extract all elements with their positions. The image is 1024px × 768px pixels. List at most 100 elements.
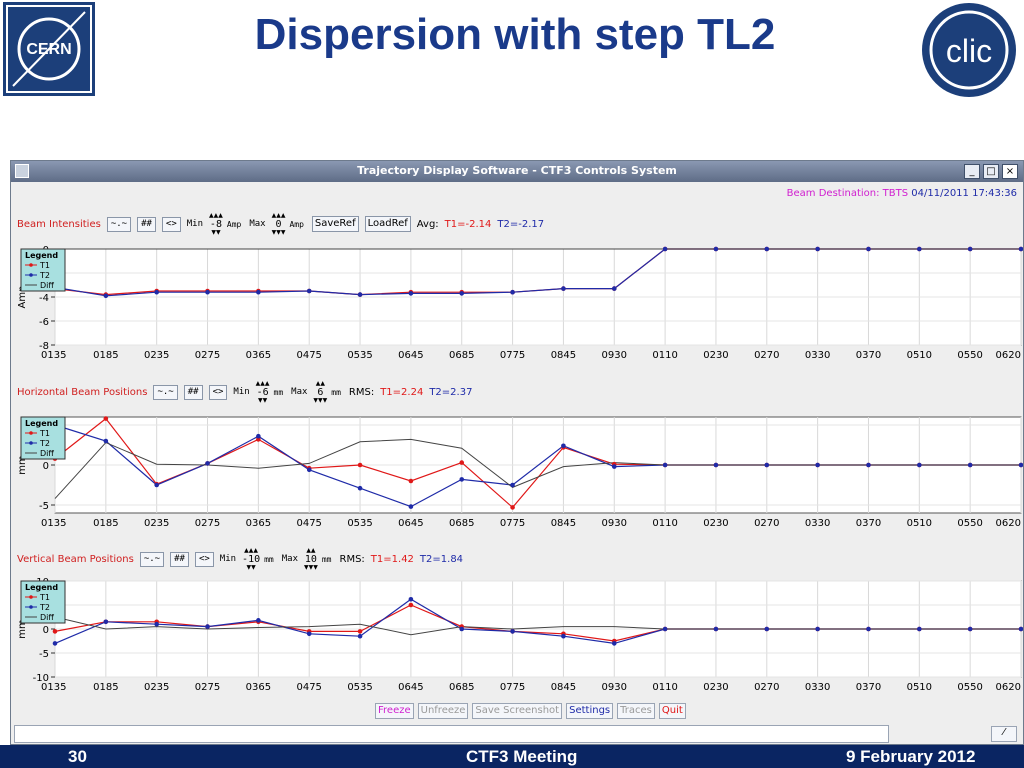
horizontal-xtick-label: 0270 <box>754 518 779 529</box>
intensity-legend-t1: T1 <box>39 261 50 270</box>
vertical-xtick-label: 0775 <box>500 682 525 693</box>
horizontal-stat-label: RMS: <box>348 386 375 398</box>
vertical-t2-point <box>561 633 566 639</box>
intensity-legend-title: Legend <box>25 251 58 260</box>
window-title: Trajectory Display Software - CTF3 Contr… <box>357 164 677 177</box>
horizontal-t2-point <box>764 462 770 468</box>
status-bar <box>14 725 889 743</box>
horizontal-max-spinner[interactable]: ▲▲ 6 ▼▼▼ <box>313 379 328 404</box>
intensity-xtick-label: 0620 <box>996 350 1021 361</box>
saveref-button[interactable]: SaveRef <box>311 216 359 232</box>
horizontal-xtick-label: 0110 <box>652 518 677 529</box>
horizontal-title: Horizontal Beam Positions <box>17 386 148 398</box>
maximize-button[interactable]: □ <box>983 164 999 179</box>
vertical-max-spinner[interactable]: ▲▲ 10 ▼▼▼ <box>304 546 318 571</box>
settings-button[interactable]: Settings <box>566 703 614 719</box>
horizontal-controls: Horizontal Beam Positions ~.~ ## <> Min … <box>17 379 472 404</box>
vertical-min-spinner[interactable]: ▲▲▲ -10 ▼▼ <box>242 546 261 571</box>
intensity-t1-avg: T1=-2.14 <box>444 218 492 230</box>
vertical-max-value: 10 <box>304 553 317 565</box>
vertical-t2-point <box>459 626 465 632</box>
horizontal-max-unit: mm <box>331 387 341 397</box>
vertical-ytick-label: 0 <box>43 625 49 636</box>
vertical-xtick-label: 0275 <box>195 682 220 693</box>
horizontal-t2-point <box>459 477 465 482</box>
horizontal-ylabel: mm <box>17 455 28 474</box>
horizontal-xtick-label: 0535 <box>347 518 372 529</box>
horizontal-grid-button[interactable]: ## <box>183 384 203 400</box>
vertical-grid-button[interactable]: ## <box>170 551 189 567</box>
intensity-t2-point <box>459 291 465 296</box>
window-titlebar[interactable]: Trajectory Display Software - CTF3 Contr… <box>11 161 1023 182</box>
horizontal-legend-title: Legend <box>25 419 58 428</box>
cern-logo: CERN <box>3 2 95 96</box>
vertical-t2-point <box>52 641 58 646</box>
horizontal-xtick-label: 0775 <box>500 518 525 529</box>
intensity-zoom-button[interactable]: ~.~ <box>106 216 132 232</box>
intensity-t2-point <box>713 246 719 252</box>
horizontal-range-button[interactable]: <> <box>208 384 228 400</box>
vertical-max-label: Max <box>281 554 299 564</box>
horizontal-xtick-label: 0370 <box>856 518 881 529</box>
intensity-t2-point <box>561 286 566 291</box>
vertical-t2-point <box>815 626 820 632</box>
intensity-t2-avg: T2=-2.17 <box>497 218 545 230</box>
close-button[interactable]: × <box>1002 164 1018 179</box>
cern-logo-text: CERN <box>26 41 71 58</box>
intensity-max-spinner[interactable]: ▲▲▲ 0 ▼▼▼ <box>271 211 286 236</box>
beam-destination-label: Beam Destination: TBTS <box>786 188 909 199</box>
horizontal-series-diff-line <box>54 438 1021 499</box>
page-number: 30 <box>68 747 87 766</box>
horizontal-xtick-label: 0930 <box>602 518 627 529</box>
vertical-range-button[interactable]: <> <box>194 551 214 567</box>
intensity-ylabel: Amp <box>17 286 28 309</box>
quit-button[interactable]: Quit <box>658 703 686 719</box>
intensity-xtick-label: 0330 <box>805 350 830 361</box>
intensity-xtick-label: 0135 <box>41 350 66 361</box>
intensity-min-spinner[interactable]: ▲▲▲ -8 ▼▼ <box>209 211 223 236</box>
traces-button[interactable]: Traces <box>617 703 655 719</box>
intensity-xtick-label: 0270 <box>754 350 779 361</box>
horizontal-xtick-label: 0475 <box>296 518 321 529</box>
horizontal-t1-point <box>510 505 515 510</box>
vertical-plot: 1050-5-10mm01350185023502750365047505350… <box>17 577 1023 693</box>
horizontal-xtick-label: 0185 <box>93 518 118 529</box>
intensity-ytick-label: -8 <box>39 341 49 352</box>
minimize-button[interactable]: _ <box>964 164 980 179</box>
vertical-legend-diff: Diff <box>40 613 54 622</box>
vertical-controls: Vertical Beam Positions ~.~ ## <> Min ▲▲… <box>17 546 463 571</box>
intensity-stat-label: Avg: <box>416 218 439 230</box>
footer-date: 9 February 2012 <box>846 747 976 766</box>
vertical-t1-point <box>357 629 363 634</box>
horizontal-xtick-label: 0550 <box>957 518 982 529</box>
unfreeze-button[interactable]: Unfreeze <box>417 703 469 719</box>
intensity-min-value: -8 <box>209 218 222 230</box>
vertical-xtick-label: 0845 <box>551 682 576 693</box>
horizontal-t2-point <box>866 462 871 468</box>
save-screenshot-button[interactable]: Save Screenshot <box>472 703 563 719</box>
intensity-legend-marker <box>29 273 33 277</box>
loadref-button[interactable]: LoadRef <box>364 216 411 232</box>
intensity-range-button[interactable]: <> <box>161 216 181 232</box>
vertical-t2-point <box>662 626 668 632</box>
intensity-xtick-label: 0845 <box>551 350 576 361</box>
status-resize-icon[interactable]: ⁄ <box>991 726 1017 742</box>
horizontal-t2-point <box>256 433 261 439</box>
freeze-button[interactable]: Freeze <box>375 703 414 719</box>
vertical-max-unit: mm <box>321 554 332 564</box>
horizontal-t2-point <box>815 462 820 468</box>
intensity-t2-point <box>205 289 210 295</box>
intensity-xtick-label: 0550 <box>957 350 982 361</box>
vertical-t2-point <box>408 596 414 602</box>
intensity-grid-button[interactable]: ## <box>137 216 156 232</box>
vertical-zoom-button[interactable]: ~.~ <box>139 551 165 567</box>
vertical-xtick-label: 0235 <box>144 682 169 693</box>
intensity-xtick-label: 0685 <box>449 350 474 361</box>
vertical-min-unit: mm <box>264 554 274 564</box>
horizontal-t2-point <box>662 462 668 468</box>
horizontal-min-label: Min <box>233 387 250 397</box>
horizontal-min-spinner[interactable]: ▲▲▲ -6 ▼▼ <box>255 379 270 404</box>
horizontal-zoom-button[interactable]: ~.~ <box>153 384 178 400</box>
intensity-xtick-label: 0930 <box>602 350 627 361</box>
